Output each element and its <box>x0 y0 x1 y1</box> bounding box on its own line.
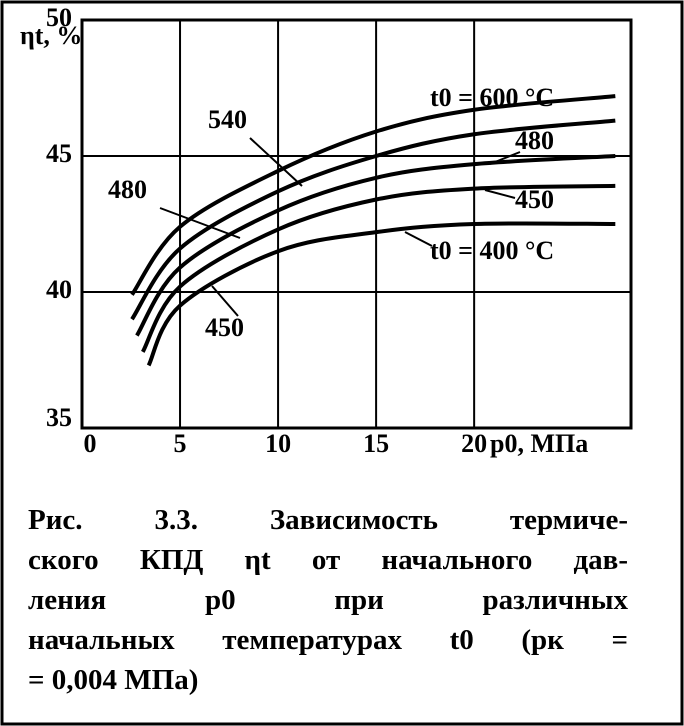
caption-line: Рис. 3.3. Зависимость термиче- <box>28 504 628 536</box>
x-tick-label: 10 <box>265 429 291 458</box>
caption-line: ского КПД ηt от начального дав- <box>28 544 628 576</box>
leader-line <box>211 285 239 317</box>
leader-line <box>484 189 516 199</box>
y-tick-label: 40 <box>46 275 72 304</box>
x-tick-label: 0 <box>84 429 97 458</box>
leader-line <box>159 207 241 239</box>
y-tick-label: 35 <box>46 403 72 432</box>
y-tick-label: 50 <box>46 3 72 32</box>
caption: Рис. 3.3. Зависимость термиче-ского КПД … <box>28 500 628 700</box>
curve <box>141 183 616 353</box>
curve-label: t0 = 400 °C <box>430 236 554 265</box>
curve-label: 450 <box>515 185 554 214</box>
x-tick-label: 5 <box>174 429 187 458</box>
curve-label: 450 <box>205 313 244 342</box>
curve-label: t0 = 600 °C <box>430 83 554 112</box>
curve <box>130 118 616 321</box>
caption-line: ления p0 при различных <box>28 584 628 616</box>
leader-line <box>404 231 433 247</box>
curve <box>130 94 616 296</box>
curve <box>135 154 616 337</box>
caption-line: начальных температурах t0 (pк = <box>28 624 628 656</box>
x-tick-label: 20 <box>461 429 487 458</box>
x-tick-label: 15 <box>363 429 389 458</box>
x-axis-label: p0, МПа <box>490 429 588 458</box>
y-axis-label: ηt, % <box>20 21 82 50</box>
caption-line: = 0,004 МПа) <box>28 664 199 696</box>
curve-label: 480 <box>515 126 554 155</box>
curve-label: 540 <box>208 105 247 134</box>
leader-line <box>249 137 303 187</box>
curve <box>146 221 616 367</box>
leader-line <box>489 151 521 165</box>
curve-label: 480 <box>108 175 147 204</box>
y-tick-label: 45 <box>46 139 72 168</box>
